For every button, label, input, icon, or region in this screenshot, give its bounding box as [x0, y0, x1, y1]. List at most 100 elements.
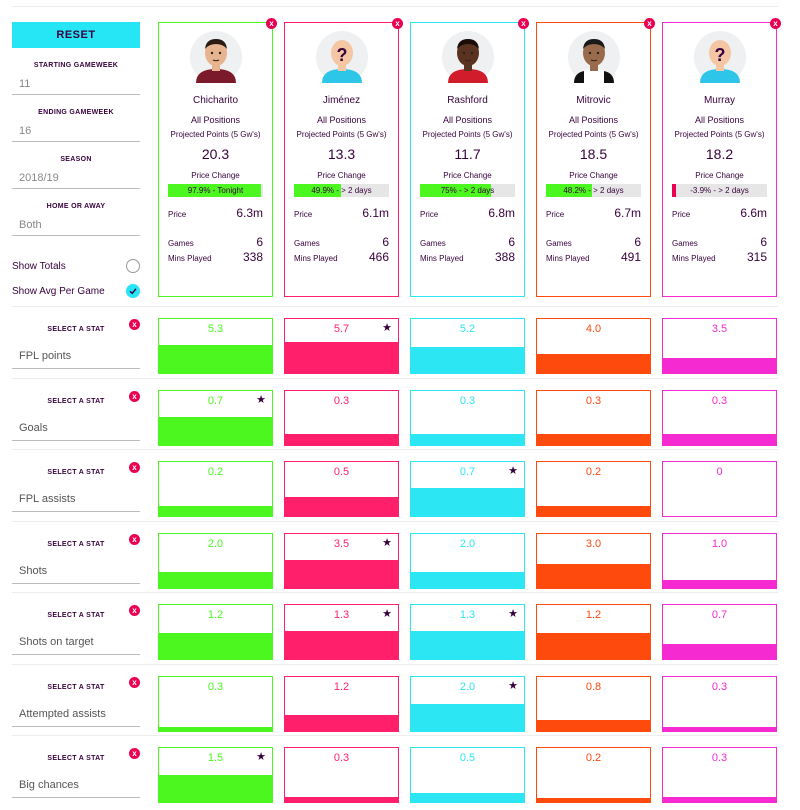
- remove-stat-button[interactable]: x: [129, 748, 140, 759]
- stat-value: 5.7: [333, 323, 350, 335]
- stat-value: 0.3: [711, 752, 728, 764]
- close-icon[interactable]: x: [392, 18, 403, 29]
- stat-value: 3.0: [585, 538, 602, 550]
- remove-stat-button[interactable]: x: [129, 534, 140, 545]
- close-icon[interactable]: x: [644, 18, 655, 29]
- field-label: SEASON: [60, 156, 92, 163]
- remove-stat-button[interactable]: x: [129, 462, 140, 473]
- stat-select-input[interactable]: Attempted assists: [12, 705, 140, 727]
- stat-cell: 1.3 ★: [410, 604, 525, 660]
- remove-player-button[interactable]: x: [392, 18, 403, 29]
- games-row: Games 6: [672, 235, 767, 249]
- stat-select-input[interactable]: Shots: [12, 562, 140, 584]
- games-value: 6: [760, 235, 767, 249]
- stat-value: 0.3: [711, 395, 728, 407]
- mins-label: Mins Played: [294, 254, 338, 263]
- stat-bar-fill: [537, 434, 650, 445]
- price-value: 6.7m: [614, 206, 641, 220]
- price-change-label: Price Change: [317, 171, 366, 180]
- starting-gameweek-field[interactable]: STARTING GAMEWEEK 11: [12, 62, 140, 95]
- stat-bar-fill: [537, 354, 650, 373]
- stat-cell: 0: [662, 461, 777, 517]
- mins-value: 466: [368, 250, 389, 264]
- remove-stat-button[interactable]: x: [129, 605, 140, 616]
- player-name: Chicharito: [192, 95, 239, 106]
- row-divider: [12, 735, 778, 736]
- svg-text:?: ?: [337, 45, 348, 65]
- stat-value: 1.2: [207, 609, 224, 621]
- season-field[interactable]: SEASON 2018/19: [12, 156, 140, 189]
- show-totals-option[interactable]: Show Totals: [12, 256, 140, 276]
- remove-stat-button[interactable]: x: [129, 391, 140, 402]
- stat-cell: 0.2: [536, 747, 651, 803]
- stat-bar-fill: [159, 775, 272, 802]
- stat-selector[interactable]: x SELECT A STAT Big chances: [12, 747, 140, 798]
- stat-select-input[interactable]: Goals: [12, 419, 140, 441]
- mins-row: Mins Played 338: [168, 250, 263, 264]
- stat-selector[interactable]: x SELECT A STAT Attempted assists: [12, 676, 140, 727]
- projected-points-label: Projected Points (5 Gw's): [296, 130, 387, 139]
- player-chicharito-icon: [190, 31, 242, 83]
- stat-selector[interactable]: x SELECT A STAT Shots on target: [12, 604, 140, 655]
- mins-row: Mins Played 466: [294, 250, 389, 264]
- remove-player-button[interactable]: x: [266, 18, 277, 29]
- stat-select-input[interactable]: FPL assists: [12, 490, 140, 512]
- stat-select-input[interactable]: Big chances: [12, 776, 140, 798]
- starting-gameweek-input[interactable]: 11: [12, 75, 140, 95]
- stat-value: 1.3: [333, 609, 350, 621]
- close-icon[interactable]: x: [518, 18, 529, 29]
- stat-cell: 0.7: [662, 604, 777, 660]
- stat-selector[interactable]: x SELECT A STAT FPL assists: [12, 461, 140, 512]
- player-card: x? Jiménez All Positions Projected Points (…: [284, 18, 403, 297]
- price-change-fill: [420, 184, 492, 197]
- star-icon: ★: [382, 322, 392, 334]
- stat-cell: 3.5 ★: [284, 533, 399, 589]
- remove-player-button[interactable]: x: [518, 18, 529, 29]
- star-icon: ★: [508, 608, 518, 620]
- stat-bar-fill: [411, 434, 524, 445]
- projected-points-label: Projected Points (5 Gw's): [170, 130, 261, 139]
- stat-value: 0.3: [333, 395, 350, 407]
- remove-stat-button[interactable]: x: [129, 677, 140, 688]
- stat-selector[interactable]: x SELECT A STAT Shots: [12, 533, 140, 584]
- unknown-player-icon: ?: [694, 31, 746, 83]
- stat-select-input[interactable]: Shots on target: [12, 633, 140, 655]
- stat-cell: 1.3 ★: [284, 604, 399, 660]
- show-totals-radio[interactable]: [126, 259, 140, 273]
- close-icon[interactable]: x: [266, 18, 277, 29]
- season-select[interactable]: 2018/19: [12, 169, 140, 189]
- show-avg-radio[interactable]: [126, 284, 140, 298]
- top-divider: [12, 6, 778, 7]
- player-name: Mitrovic: [576, 95, 611, 106]
- player-card: x Rashford All Positions Projected Points (…: [410, 18, 529, 297]
- remove-stat-button[interactable]: x: [129, 319, 140, 330]
- stat-cell: 0.5: [410, 747, 525, 803]
- stat-selector[interactable]: x SELECT A STAT Goals: [12, 390, 140, 441]
- row-divider: [12, 378, 778, 379]
- price-change-fill: [168, 184, 261, 197]
- player-position: All Positions: [694, 115, 745, 125]
- field-label: ENDING GAMEWEEK: [38, 109, 114, 116]
- price-change-text: 48.2% - > 2 days: [563, 186, 624, 195]
- stat-cell: 1.2: [158, 604, 273, 660]
- stat-bar-fill: [411, 347, 524, 373]
- price-label: Price: [168, 210, 187, 219]
- price-change-fill: [294, 184, 342, 197]
- player-card: x? Murray All Positions Projected Points (5…: [662, 18, 781, 297]
- stat-bar-fill: [663, 358, 776, 373]
- show-avg-option[interactable]: Show Avg Per Game: [12, 281, 140, 301]
- stat-value: 3.5: [333, 538, 350, 550]
- stat-value: 3.5: [711, 323, 728, 335]
- remove-player-button[interactable]: x: [644, 18, 655, 29]
- ending-gameweek-input[interactable]: 16: [12, 122, 140, 142]
- home-away-field[interactable]: HOME OR AWAY Both: [12, 203, 140, 236]
- reset-button[interactable]: RESET: [12, 22, 140, 48]
- home-away-select[interactable]: Both: [12, 216, 140, 236]
- remove-player-button[interactable]: x: [770, 18, 781, 29]
- ending-gameweek-field[interactable]: ENDING GAMEWEEK 16: [12, 109, 140, 142]
- stat-selector[interactable]: x SELECT A STAT FPL points: [12, 318, 140, 369]
- price-row: Price 6.7m: [546, 206, 641, 220]
- stat-select-input[interactable]: FPL points: [12, 347, 140, 369]
- stat-value: 0.2: [585, 466, 602, 478]
- close-icon[interactable]: x: [770, 18, 781, 29]
